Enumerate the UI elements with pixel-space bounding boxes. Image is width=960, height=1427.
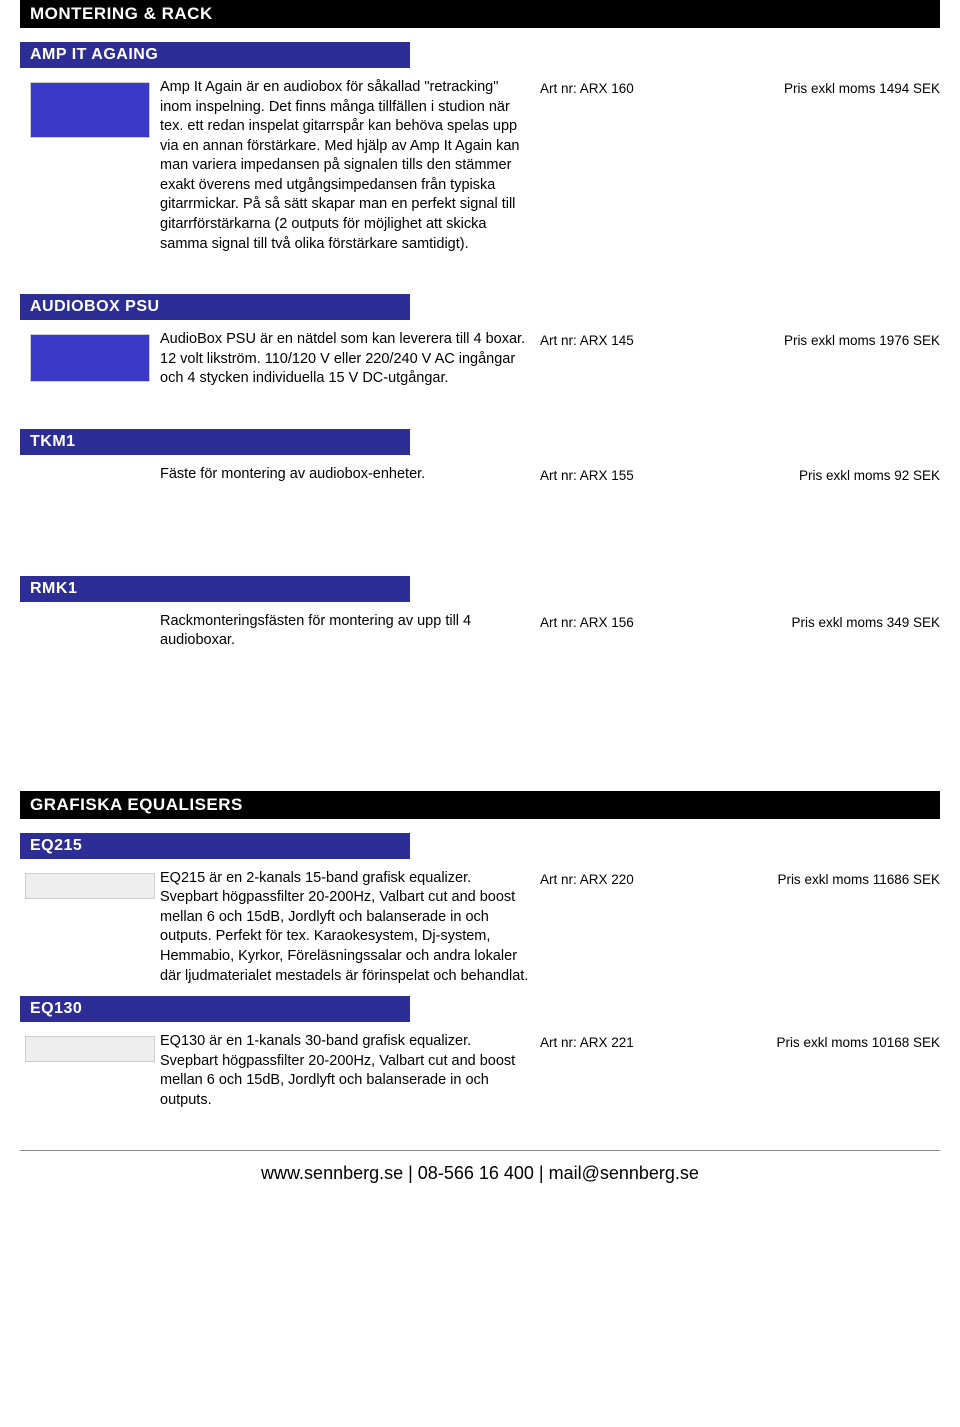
- art-number: Art nr: ARX 145: [540, 332, 634, 351]
- product-row-audiobox-psu: AudioBox PSU är en nätdel som kan levere…: [20, 330, 940, 389]
- section-header-montering: MONTERING & RACK: [20, 0, 940, 28]
- product-desc-audiobox-psu: AudioBox PSU är en nätdel som kan levere…: [160, 330, 540, 389]
- product-image-audiobox-psu: [20, 330, 160, 382]
- footer-rule: [20, 1150, 940, 1151]
- image-placeholder: [25, 873, 155, 899]
- price: Pris exkl moms 11686 SEK: [777, 871, 940, 890]
- image-placeholder: [30, 82, 150, 138]
- price: Pris exkl moms 10168 SEK: [776, 1034, 940, 1053]
- product-row-tkm1: Fäste för montering av audiobox-enheter.…: [20, 465, 940, 486]
- product-title-eq215: EQ215: [20, 833, 410, 859]
- product-desc-amp-it-againg: Amp It Again är en audiobox för såkallad…: [160, 78, 540, 254]
- art-number: Art nr: ARX 155: [540, 467, 634, 486]
- section-header-grafiska-eq: GRAFISKA EQUALISERS: [20, 791, 940, 819]
- art-number: Art nr: ARX 221: [540, 1034, 634, 1053]
- footer-contact: www.sennberg.se | 08-566 16 400 | mail@s…: [20, 1163, 940, 1184]
- product-title-audiobox-psu: AUDIOBOX PSU: [20, 294, 410, 320]
- product-title-rmk1: RMK1: [20, 576, 410, 602]
- price: Pris exkl moms 92 SEK: [799, 467, 940, 486]
- product-title-amp-it-againg: AMP IT AGAING: [20, 42, 410, 68]
- art-number: Art nr: ARX 156: [540, 614, 634, 633]
- image-placeholder: [30, 334, 150, 382]
- product-meta-tkm1: Art nr: ARX 155 Pris exkl moms 92 SEK: [540, 465, 940, 486]
- product-meta-audiobox-psu: Art nr: ARX 145 Pris exkl moms 1976 SEK: [540, 330, 940, 351]
- product-title-eq130: EQ130: [20, 996, 410, 1022]
- product-image-rmk1: [20, 612, 160, 616]
- product-desc-rmk1: Rackmonteringsfästen för montering av up…: [160, 612, 540, 651]
- price: Pris exkl moms 1976 SEK: [784, 332, 940, 351]
- product-desc-tkm1: Fäste för montering av audiobox-enheter.: [160, 465, 540, 485]
- art-number: Art nr: ARX 160: [540, 80, 634, 99]
- product-row-eq215: EQ215 är en 2-kanals 15-band grafisk equ…: [20, 869, 940, 986]
- product-meta-eq215: Art nr: ARX 220 Pris exkl moms 11686 SEK: [540, 869, 940, 890]
- product-row-rmk1: Rackmonteringsfästen för montering av up…: [20, 612, 940, 651]
- image-placeholder: [25, 1036, 155, 1062]
- product-meta-eq130: Art nr: ARX 221 Pris exkl moms 10168 SEK: [540, 1032, 940, 1053]
- product-image-eq130: [20, 1032, 160, 1062]
- product-row-amp-it-againg: Amp It Again är en audiobox för såkallad…: [20, 78, 940, 254]
- product-image-eq215: [20, 869, 160, 899]
- art-number: Art nr: ARX 220: [540, 871, 634, 890]
- product-image-tkm1: [20, 465, 160, 469]
- price: Pris exkl moms 1494 SEK: [784, 80, 940, 99]
- product-meta-rmk1: Art nr: ARX 156 Pris exkl moms 349 SEK: [540, 612, 940, 633]
- product-title-tkm1: TKM1: [20, 429, 410, 455]
- price: Pris exkl moms 349 SEK: [791, 614, 940, 633]
- product-image-amp-it-againg: [20, 78, 160, 138]
- product-row-eq130: EQ130 är en 1-kanals 30-band grafisk equ…: [20, 1032, 940, 1110]
- product-meta-amp-it-againg: Art nr: ARX 160 Pris exkl moms 1494 SEK: [540, 78, 940, 99]
- product-desc-eq215: EQ215 är en 2-kanals 15-band grafisk equ…: [160, 869, 540, 986]
- product-desc-eq130: EQ130 är en 1-kanals 30-band grafisk equ…: [160, 1032, 540, 1110]
